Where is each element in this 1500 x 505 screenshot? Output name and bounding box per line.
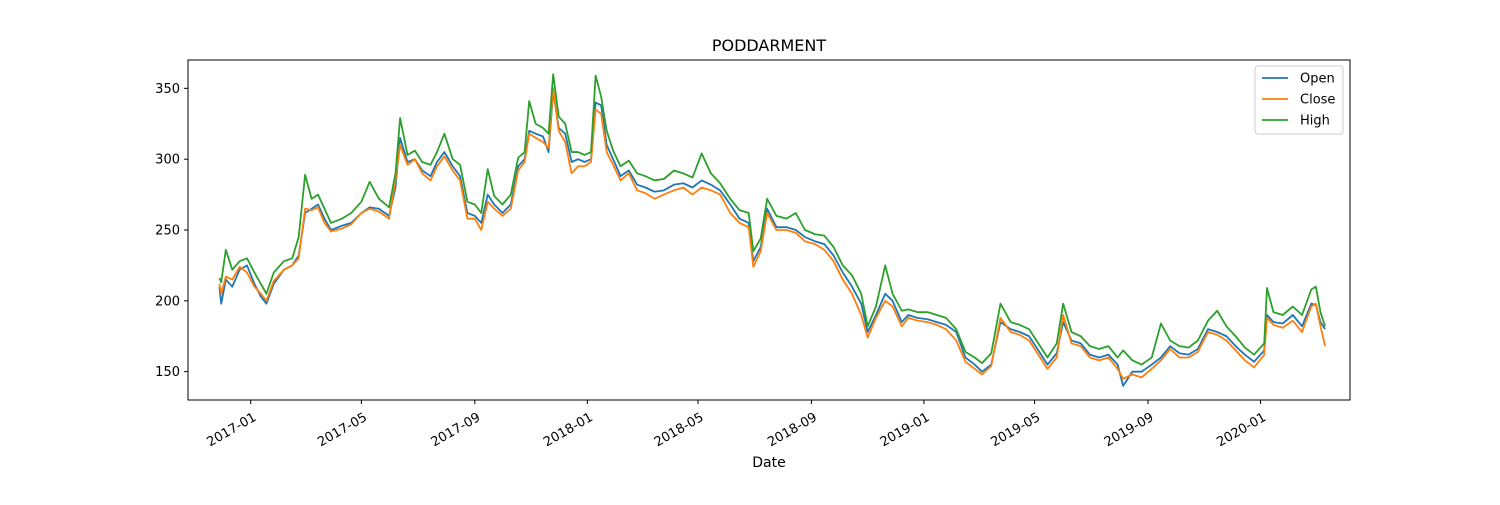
x-tick-label: 2018-01	[541, 410, 596, 450]
legend: Open Close High	[1254, 65, 1344, 135]
y-tick-label: 250	[155, 224, 180, 239]
legend-label-open: Open	[1300, 72, 1335, 87]
series-line-open	[218, 90, 1326, 387]
chart-title: PODDARMENT	[712, 36, 827, 55]
x-tick-label: 2018-05	[652, 410, 707, 450]
legend-label-close: Close	[1300, 93, 1335, 108]
x-tick-label: 2020-01	[1214, 410, 1269, 450]
x-tick-label: 2018-09	[765, 410, 820, 450]
y-tick-label: 300	[155, 153, 180, 168]
x-tick-label: 2017-05	[315, 410, 370, 450]
x-tick-label: 2019-05	[988, 410, 1043, 450]
x-tick-label: 2019-01	[878, 410, 933, 450]
y-tick-label: 350	[155, 82, 180, 97]
x-axis-label: Date	[752, 455, 785, 471]
y-tick-label: 200	[155, 294, 180, 309]
plot-area: 150 200 250 300 350 2017-01 2017-05 2017-09 2018…	[155, 59, 1351, 450]
x-tick-label: 2019-09	[1102, 410, 1157, 450]
x-tick-label: 2017-01	[205, 410, 260, 450]
x-tick-label: 2017-09	[429, 410, 484, 450]
legend-label-high: High	[1300, 114, 1330, 129]
axes-frame	[187, 59, 1351, 401]
series-line-high	[218, 73, 1326, 366]
y-tick-label: 150	[155, 365, 180, 380]
series-line-close	[218, 87, 1326, 380]
legend-box	[1254, 65, 1344, 135]
